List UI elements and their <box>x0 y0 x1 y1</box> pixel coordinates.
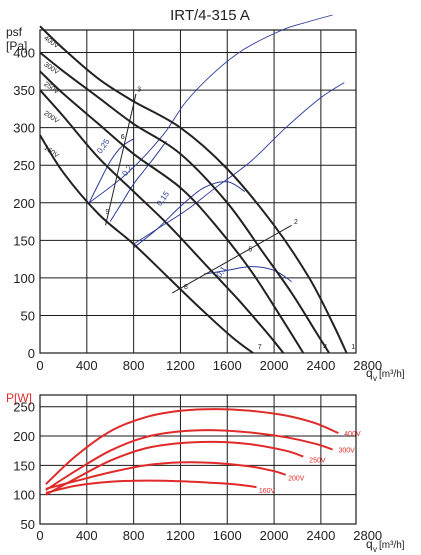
fan-curve-label: 250V <box>42 81 60 96</box>
x-tick-label: 1600 <box>213 528 242 543</box>
power-curve-160v <box>45 479 257 494</box>
power-curve-200v <box>45 461 287 490</box>
power-ylabel: P[W] <box>6 391 32 405</box>
operating-lines <box>105 93 292 294</box>
fan-curve-300v <box>39 51 330 354</box>
operating-line <box>105 93 137 226</box>
operating-point-label: 2 <box>294 219 298 226</box>
pressure-ylabel-unit: [Pa] <box>6 39 27 53</box>
x-tick-label: 800 <box>123 358 145 373</box>
pressure-xlabel-v: v <box>373 374 377 383</box>
y-tick-label: 100 <box>13 488 35 503</box>
y-tick-label: 250 <box>13 400 35 415</box>
operating-points: 1 2 3 4 5 6 7 8 9 <box>106 87 356 352</box>
fan-curve-label: 400V <box>42 35 60 50</box>
power-xlabel-v: v <box>373 545 377 554</box>
x-tick-label: 400 <box>76 528 98 543</box>
x-tick-label: 0 <box>36 528 43 543</box>
pressure-xlabel-q: q <box>366 366 373 380</box>
operating-point-label: 1 <box>351 344 355 351</box>
pressure-xlabel: q v [m³/h] <box>366 366 405 383</box>
chart-title: IRT/4-315 A <box>170 7 250 24</box>
operating-line <box>172 224 292 294</box>
operating-point-label: 3 <box>137 87 141 94</box>
operating-point-label: 6 <box>121 134 125 141</box>
power-curve-label: 300V <box>338 448 355 455</box>
y-tick-label: 200 <box>13 196 35 211</box>
fan-curve-label: 160V <box>42 145 60 160</box>
fan-curve-label: 300V <box>42 61 60 76</box>
fan-curve-label: 200V <box>42 110 60 125</box>
fan-curves: 400V 300V 250V 200V 160V <box>39 25 348 354</box>
y-tick-label: 150 <box>13 458 35 473</box>
power-curve-300v <box>45 429 333 491</box>
fan-curve-160v <box>39 134 254 354</box>
power-grid <box>40 395 356 524</box>
efficiency-label: 0,15 <box>155 189 172 207</box>
system-curve <box>88 14 333 204</box>
efficiency-arc <box>109 140 167 222</box>
x-tick-label: 2000 <box>260 528 289 543</box>
power-tick-labels: 0 400 800 1200 1600 2000 2400 2800 50 100 150 200 25… <box>13 400 382 543</box>
y-tick-label: 350 <box>13 83 35 98</box>
power-xlabel-q: q <box>366 537 373 551</box>
power-curve-label: 200V <box>288 476 305 483</box>
y-tick-label: 250 <box>13 158 35 173</box>
x-tick-label: 400 <box>76 358 98 373</box>
power-curve-400v <box>45 408 339 485</box>
operating-point-label: 8 <box>184 284 188 291</box>
power-xlabel: q v [m³/h] <box>366 537 405 554</box>
x-tick-label: 1200 <box>166 358 195 373</box>
efficiency-label: 0,25 <box>95 137 112 155</box>
power-curves: 400V 300V 250V 200V 160V <box>45 408 361 496</box>
x-tick-label: 2000 <box>260 358 289 373</box>
x-tick-label: 2800 <box>353 358 382 373</box>
operating-point-label: 5 <box>248 247 252 254</box>
fan-curve-400v <box>39 25 348 354</box>
power-curve-label: 160V <box>259 488 276 495</box>
pressure-ylabel-main: psf <box>6 25 23 39</box>
y-tick-label: 50 <box>21 517 35 532</box>
operating-point-label: 4 <box>323 344 327 351</box>
pressure-panel: psf [Pa] 0 400 800 1200 1600 2000 2400 28000501… <box>6 14 405 383</box>
efficiency-arc <box>203 266 292 283</box>
y-tick-label: 50 <box>21 308 35 323</box>
power-curve-label: 250V <box>309 458 326 465</box>
x-tick-label: 0 <box>36 358 43 373</box>
x-tick-label: 2400 <box>306 358 335 373</box>
efficiency-arc <box>88 138 134 204</box>
power-curve-250v <box>45 440 304 496</box>
operating-point-label: 7 <box>258 344 262 351</box>
pressure-plot-frame <box>39 29 357 354</box>
pressure-grid <box>40 30 356 353</box>
power-curve-label: 400V <box>344 431 361 438</box>
power-xlabel-unit: [m³/h] <box>379 540 405 551</box>
operating-point-label: 9 <box>106 209 110 216</box>
x-tick-label: 2400 <box>306 528 335 543</box>
fan-curve-200v <box>39 89 285 354</box>
system-curve <box>133 82 345 245</box>
x-tick-label: 1200 <box>166 528 195 543</box>
fan-curve-250v <box>39 70 305 354</box>
x-tick-label: 2800 <box>353 528 382 543</box>
y-tick-label: 100 <box>13 271 35 286</box>
y-tick-label: 150 <box>13 233 35 248</box>
efficiency-arc <box>133 181 246 249</box>
x-tick-label: 1600 <box>213 358 242 373</box>
y-tick-label: 400 <box>13 46 35 61</box>
y-tick-label: 0 <box>28 346 35 361</box>
power-plot-frame <box>39 394 357 525</box>
power-panel: P[W] 0 400 800 1200 1600 2000 2400 2800 50 100 150… <box>6 391 405 554</box>
y-tick-label: 300 <box>13 121 35 136</box>
x-tick-label: 800 <box>123 528 145 543</box>
pressure-xlabel-unit: [m³/h] <box>379 369 405 380</box>
pressure-tick-labels: 0 400 800 1200 1600 2000 2400 28000501001502002… <box>13 46 382 373</box>
y-tick-label: 200 <box>13 429 35 444</box>
